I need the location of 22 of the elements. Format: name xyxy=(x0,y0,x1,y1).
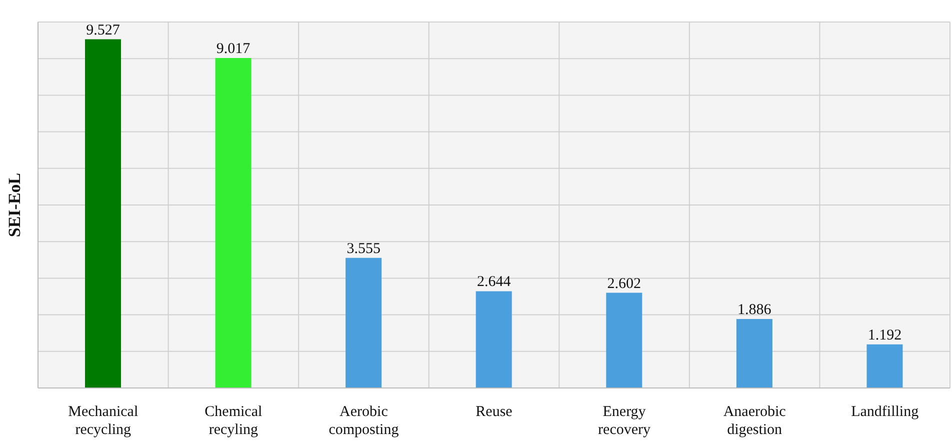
data-label: 2.644 xyxy=(476,274,512,290)
x-tick-label: Energy recovery xyxy=(598,404,652,438)
bar xyxy=(606,292,642,388)
data-label: 1.192 xyxy=(868,327,902,344)
x-tick-label: Mechanical recycling xyxy=(68,404,138,438)
x-tick-label: Aerobic composting xyxy=(328,404,400,438)
data-label: 9.527 xyxy=(86,22,120,38)
bar xyxy=(476,291,512,388)
bar xyxy=(736,318,772,388)
bar xyxy=(215,58,252,388)
x-tick-label: Landfilling xyxy=(851,404,920,420)
y-axis-title: SEI-EoL xyxy=(5,172,24,238)
bar xyxy=(866,344,903,388)
data-label: 9.017 xyxy=(216,40,251,57)
data-label: 1.886 xyxy=(738,302,772,318)
data-label: 2.602 xyxy=(607,276,642,292)
data-label: 3.555 xyxy=(346,240,380,257)
x-tick-label: Reuse xyxy=(476,404,513,420)
x-tick-label: Anaerobic digestion xyxy=(723,404,786,438)
x-tick-label: Chemical recyling xyxy=(204,404,262,438)
bar xyxy=(85,39,121,388)
bar xyxy=(346,258,382,388)
